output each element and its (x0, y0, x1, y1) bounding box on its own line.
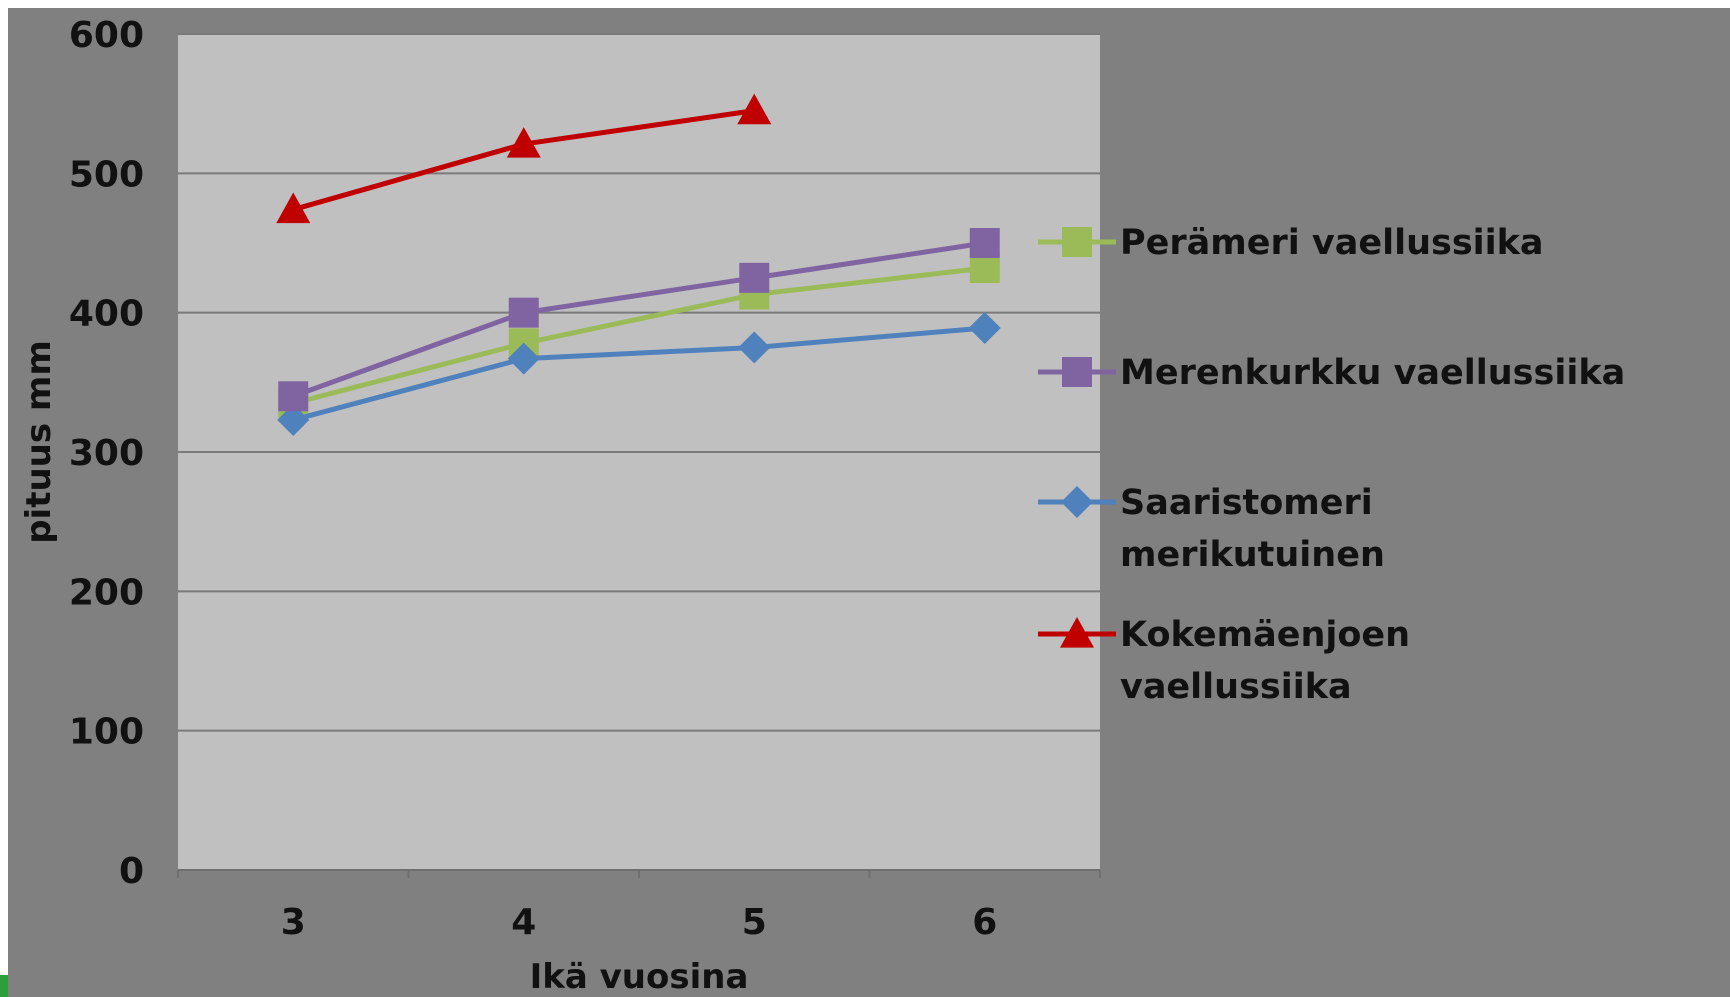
legend-item: Perämeri vaellussiika (1038, 223, 1544, 263)
y-tick-label: 600 (69, 15, 144, 56)
data-point (969, 253, 1000, 284)
y-axis-title: pituus mm (19, 340, 59, 544)
legend-item: Merenkurkku vaellussiika (1038, 353, 1625, 393)
legend-label: Merenkurkku vaellussiika (1120, 353, 1625, 393)
legend-label: vaellussiika (1120, 667, 1352, 707)
data-point (968, 311, 1001, 344)
x-tick-label: 5 (742, 902, 767, 943)
y-tick-label: 0 (119, 851, 144, 892)
gridlines (178, 33, 1100, 871)
data-point (508, 297, 539, 328)
y-tick-label: 300 (69, 433, 144, 474)
x-tick-label: 4 (511, 902, 536, 943)
data-point (278, 381, 309, 412)
data-point (507, 342, 540, 375)
y-tick-label: 200 (69, 572, 144, 613)
legend-swatch-marker (1060, 617, 1094, 648)
legend-item: Kokemäenjoen vaellussiika (1038, 615, 1410, 707)
series-3 (276, 93, 772, 224)
series-1 (278, 228, 1000, 412)
y-tick-label: 100 (69, 712, 144, 753)
legend-label: Saaristomeri (1120, 483, 1373, 523)
series-line (292, 240, 986, 399)
legend: Perämeri vaellussiika Merenkurkku vaellus… (1038, 223, 1625, 707)
y-tick-label: 400 (69, 294, 144, 335)
legend-swatch-marker (1061, 486, 1093, 518)
series-2 (277, 311, 1001, 436)
data-point (506, 127, 541, 158)
x-axis-ticks: 3 4 5 6 (177, 870, 1101, 943)
data-point (738, 331, 771, 364)
legend-label: Perämeri vaellussiika (1120, 223, 1544, 263)
series-layer (276, 93, 1001, 436)
legend-label: merikutuinen (1120, 535, 1385, 575)
x-axis-title: Ikä vuosina (530, 957, 749, 997)
y-axis-ticks: 0 100 200 300 400 500 600 (69, 15, 144, 892)
x-tick-label: 6 (972, 902, 997, 943)
line-chart: 0 100 200 300 400 500 600 3 4 5 6 Ikä vuosina pit… (19, 15, 1625, 997)
data-point (739, 262, 770, 293)
data-point (277, 403, 310, 436)
data-point (276, 192, 311, 224)
legend-swatch-marker (1062, 357, 1092, 387)
series-line (292, 265, 986, 406)
legend-item: Saaristomeri merikutuinen (1038, 483, 1385, 575)
chart-container: 0 100 200 300 400 500 600 3 4 5 6 Ikä vuosina pit… (8, 8, 1730, 997)
series-line (292, 325, 985, 423)
data-point (969, 228, 1000, 258)
legend-label: Kokemäenjoen (1120, 615, 1410, 655)
corner-mark (0, 975, 8, 997)
data-point (737, 93, 772, 125)
legend-swatch-marker (1062, 227, 1092, 257)
x-tick-label: 3 (281, 902, 306, 943)
y-tick-label: 500 (69, 154, 144, 195)
